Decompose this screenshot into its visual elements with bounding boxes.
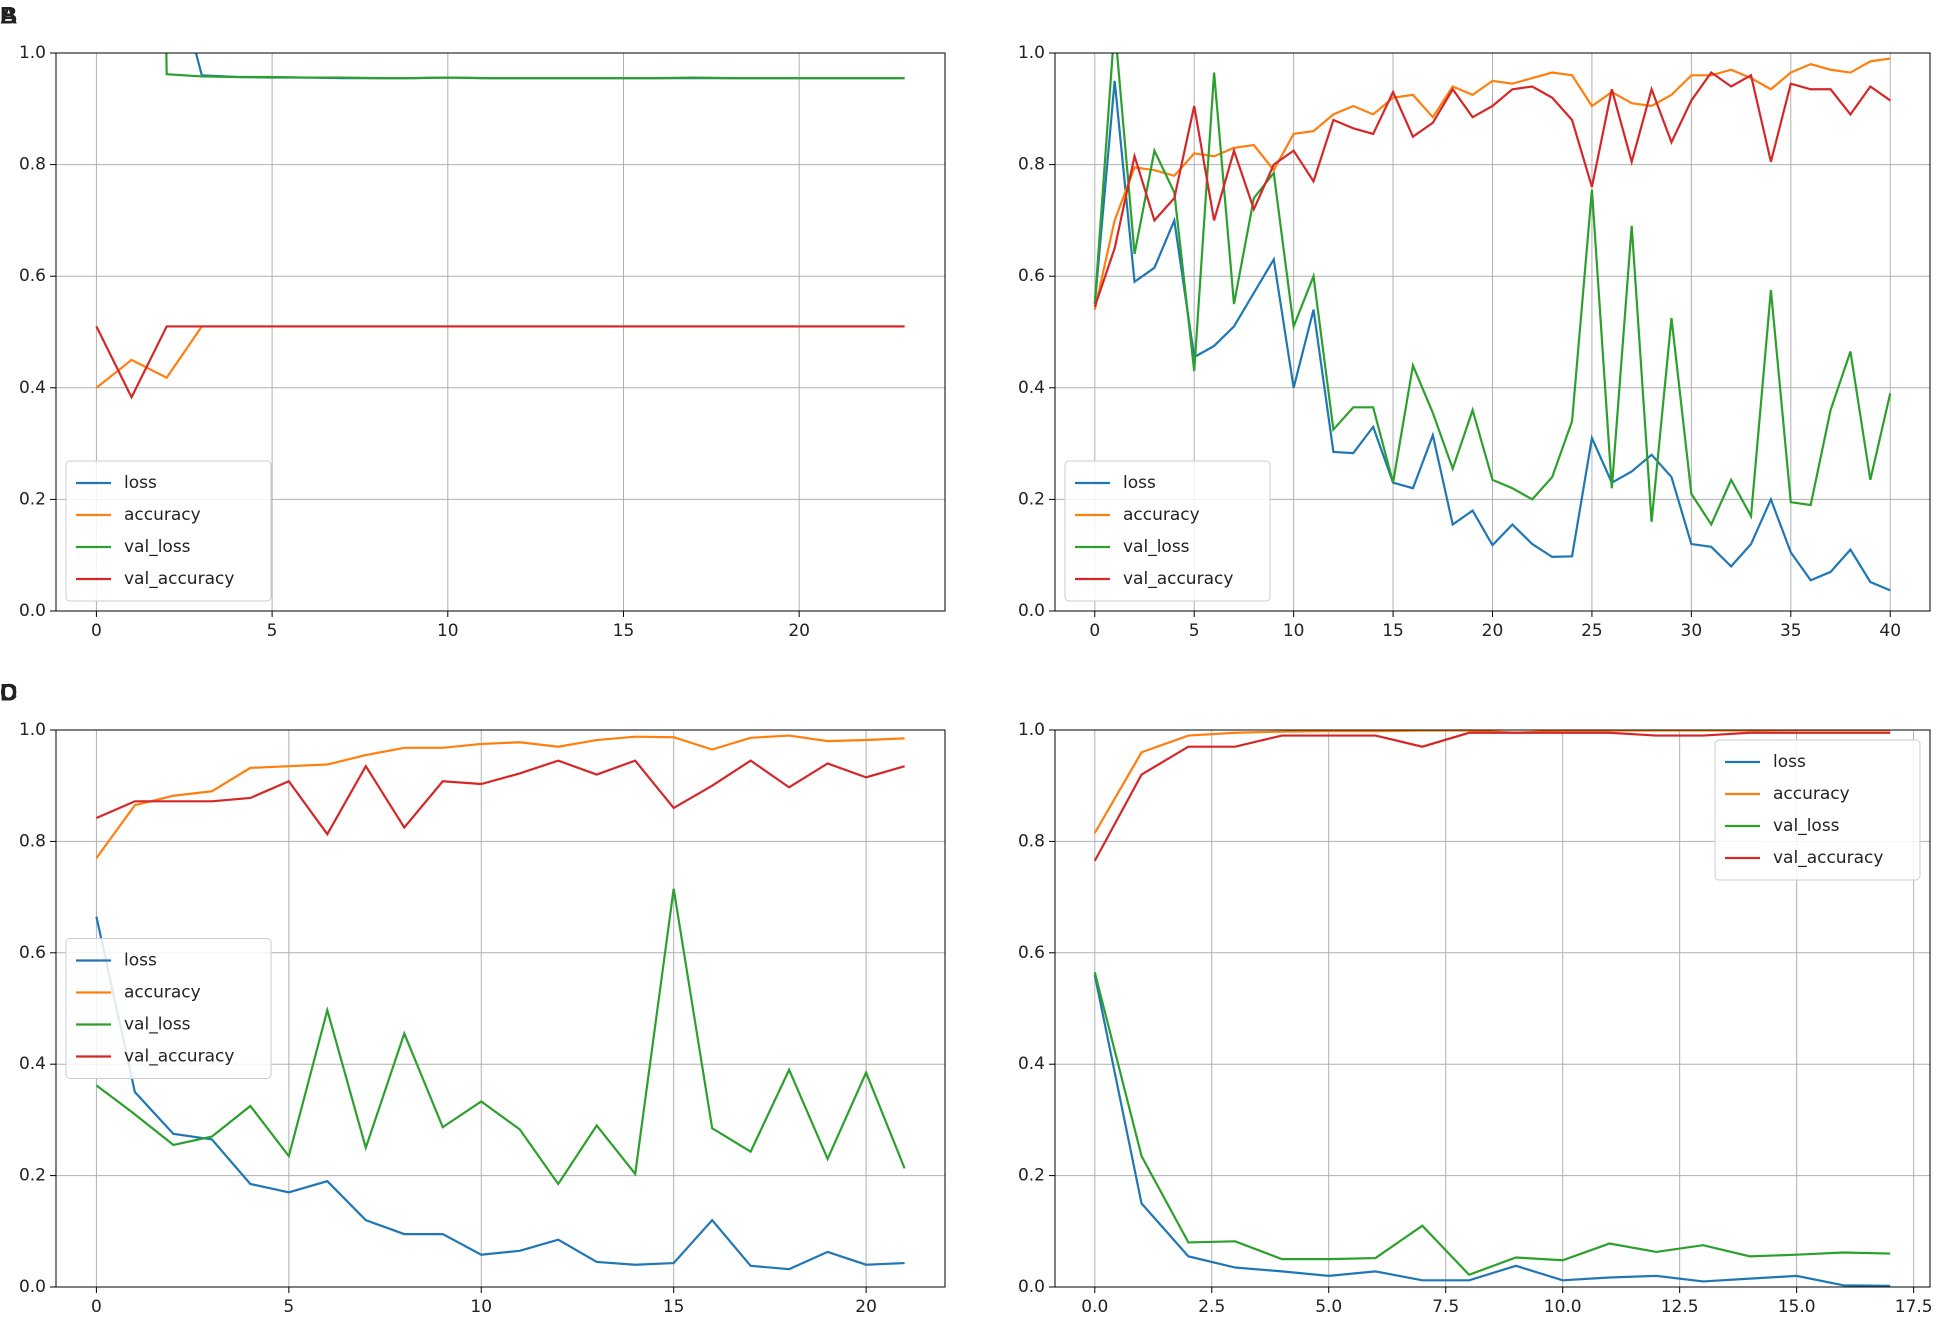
series-line — [95, 916, 905, 1271]
y-tick-label: 0.2 — [1018, 1166, 1045, 1186]
legend-box — [65, 938, 272, 1079]
series-line — [1093, 71, 1891, 308]
y-tick-label: 0.6 — [19, 943, 46, 963]
panel-label: C — [0, 679, 17, 706]
series-line — [95, 759, 905, 837]
series-line — [95, 734, 905, 859]
y-tick-label: 0.4 — [19, 1054, 46, 1074]
x-tick-label: 0.0 — [1081, 1297, 1108, 1317]
x-tick-label: 2.5 — [1198, 1297, 1225, 1317]
x-tick-label: 20 — [788, 621, 810, 641]
series-line — [165, 53, 905, 80]
x-tick-label: 20 — [1482, 621, 1504, 641]
x-tick-label: 5 — [283, 1297, 294, 1317]
y-tick-label: 0.4 — [19, 378, 46, 398]
y-tick-label: 0.2 — [1018, 489, 1045, 509]
y-tick-label: 0.2 — [19, 489, 46, 509]
x-tick-label: 15 — [1382, 621, 1404, 641]
x-tick-label: 0 — [91, 621, 102, 641]
legend-label: val_accuracy — [1773, 848, 1883, 868]
y-tick-label: 1.0 — [19, 720, 46, 740]
x-tick-label: 10 — [470, 1297, 492, 1317]
y-tick-label: 0.4 — [1018, 1054, 1045, 1074]
y-tick-label: 1.0 — [1018, 720, 1045, 740]
y-tick-label: 0.8 — [1018, 831, 1045, 851]
subplot: D 0.0 0.2 0.4 0.6 0.8 1.0 0.0 2.5 5.0 7.5 10.0 12.5 1… — [0, 679, 1933, 1317]
y-tick-label: 0.4 — [1018, 378, 1045, 398]
x-tick-label: 25 — [1581, 621, 1603, 641]
panel-label: B — [0, 2, 17, 29]
series-line — [1093, 731, 1891, 862]
x-tick-label: 15.0 — [1778, 1297, 1816, 1317]
legend-label: accuracy — [1773, 784, 1850, 804]
axes-frame — [1054, 729, 1931, 1288]
panel-label: D — [0, 679, 17, 706]
x-tick-label: 10.0 — [1544, 1297, 1582, 1317]
series-line — [1093, 80, 1891, 592]
x-tick-label: 35 — [1780, 621, 1802, 641]
series-line — [1093, 972, 1891, 1277]
y-tick-label: 0.2 — [19, 1166, 46, 1186]
y-tick-label: 0.6 — [19, 266, 46, 286]
axes-frame — [55, 52, 946, 612]
x-tick-label: 20 — [855, 1297, 877, 1317]
x-tick-label: 15 — [613, 621, 635, 641]
y-tick-label: 0.8 — [1018, 155, 1045, 175]
legend-label: val_accuracy — [124, 569, 234, 589]
subplot: A 0.0 0.2 0.4 0.6 0.8 1.0 0 5 10 15 20 loss accuracy v… — [0, 2, 946, 641]
legend-label: loss — [124, 473, 157, 493]
series-line — [1093, 57, 1891, 310]
legend-label: val_loss — [1123, 537, 1190, 557]
legend-label: accuracy — [1123, 505, 1200, 525]
legend-label: loss — [1773, 752, 1806, 772]
subplot: B 0.0 0.2 0.4 0.6 0.8 1.0 0 5 10 15 20 25 30 35 40 loss a… — [0, 2, 1931, 641]
x-tick-label: 5 — [267, 621, 278, 641]
x-tick-label: 17.5 — [1895, 1297, 1933, 1317]
y-tick-label: 0.6 — [1018, 266, 1045, 286]
legend-label: loss — [124, 951, 157, 971]
x-tick-label: 15 — [663, 1297, 685, 1317]
legend-label: val_accuracy — [1123, 569, 1233, 589]
y-tick-label: 0.8 — [19, 155, 46, 175]
y-tick-label: 0.0 — [1018, 601, 1045, 621]
legend-label: loss — [1123, 473, 1156, 493]
y-tick-label: 0.0 — [1018, 1277, 1045, 1297]
legend-box — [1064, 460, 1271, 602]
legend-box — [65, 460, 272, 602]
series-line — [194, 53, 905, 80]
x-tick-label: 10 — [437, 621, 459, 641]
x-tick-label: 40 — [1879, 621, 1901, 641]
axes-frame — [1054, 52, 1931, 612]
legend-label: val_loss — [1773, 816, 1840, 836]
y-tick-label: 0.6 — [1018, 943, 1045, 963]
y-tick-label: 0.0 — [19, 601, 46, 621]
legend-label: val_loss — [124, 537, 191, 557]
legend-label: val_accuracy — [124, 1047, 234, 1067]
series-line — [95, 888, 906, 1186]
x-tick-label: 5.0 — [1315, 1297, 1342, 1317]
legend-label: accuracy — [124, 983, 201, 1003]
legend-label: accuracy — [124, 505, 201, 525]
y-tick-label: 1.0 — [19, 43, 46, 63]
x-tick-label: 7.5 — [1432, 1297, 1459, 1317]
x-tick-label: 10 — [1283, 621, 1305, 641]
x-tick-label: 0 — [1089, 621, 1100, 641]
x-tick-label: 5 — [1189, 621, 1200, 641]
legend-box — [1714, 739, 1921, 881]
axes-frame — [55, 729, 946, 1288]
series-line — [1093, 974, 1891, 1287]
series-line — [95, 325, 905, 389]
x-tick-label: 0 — [91, 1297, 102, 1317]
x-tick-label: 12.5 — [1661, 1297, 1699, 1317]
y-tick-label: 1.0 — [1018, 43, 1045, 63]
legend-label: val_loss — [124, 1015, 191, 1035]
y-tick-label: 0.8 — [19, 831, 46, 851]
panel-label: A — [0, 2, 17, 29]
y-tick-label: 0.0 — [19, 1277, 46, 1297]
subplot: C 0.0 0.2 0.4 0.6 0.8 1.0 0 5 10 15 20 loss accuracy v… — [0, 679, 946, 1317]
series-line — [95, 325, 905, 400]
series-line — [1093, 53, 1892, 527]
x-tick-label: 30 — [1681, 621, 1703, 641]
